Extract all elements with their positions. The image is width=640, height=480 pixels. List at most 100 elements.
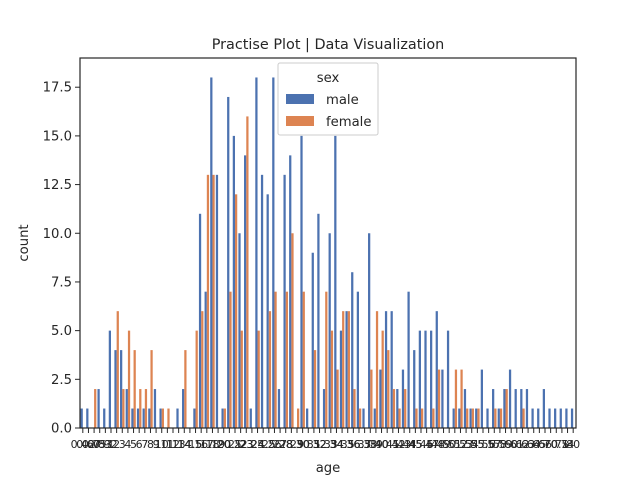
legend-label-female: female [326,115,371,130]
x-tick-label: 56 [482,438,496,451]
bar-male-16 [198,213,202,428]
bar-male-27 [277,389,281,428]
bar-female-54 [471,408,474,428]
bar-male-24.5 [260,174,264,428]
y-tick-label: 0.0 [51,422,72,437]
x-tick-label: 46 [420,438,434,451]
x-tick-label: 26 [267,438,281,451]
bar-female-30 [302,291,305,428]
bar-female-34.5 [342,311,345,428]
x-tick-label: 50 [442,438,456,451]
x-tick-label: 36.5 [347,438,372,451]
x-tick-label: 35 [341,438,355,451]
x-tick-label: 23.5 [240,438,265,451]
x-tick-label: 32.5 [313,438,338,451]
bar-male-37 [362,408,365,428]
bar-male-42 [396,389,399,428]
bar-male-65 [537,408,540,428]
bar-female-40.5 [387,350,390,428]
x-tick-label: 38 [363,438,377,451]
bar-male-50 [446,330,450,428]
x-tick-label: 19 [211,438,225,451]
bar-female-16 [201,311,204,428]
x-tick-label: 28.5 [279,438,304,451]
x-tick-label: 20 [217,438,231,451]
bar-female-35 [347,311,350,428]
y-tick-label: 12.5 [43,178,72,193]
bar-male-44 [407,291,410,428]
bar-male-70 [548,408,551,428]
bar-male-25 [266,194,269,428]
x-tick-label: 0.92 [93,438,118,451]
x-tick-label: 61 [510,438,524,451]
bar-female-3 [122,389,125,428]
bar-female-45 [415,408,418,428]
x-tick-label: 3 [119,438,126,451]
x-tick-label: 70 [544,438,558,451]
bar-male-28.5 [289,155,292,428]
x-tick-label: 39 [369,438,383,451]
x-tick-label: 55.5 [471,438,496,451]
bar-female-6 [139,389,142,428]
x-tick-label: 4 [124,438,131,451]
bar-male-49 [441,369,444,428]
bar-female-0.75 [94,389,97,428]
bar-male-1 [108,330,111,428]
bar-male-19 [215,174,219,428]
bar-female-45.5 [421,408,424,428]
x-tick-label: 27 [273,438,287,451]
legend-swatch-female [286,116,314,126]
bar-male-32 [317,213,320,428]
x-tick-label: 30 [296,438,310,451]
bar-male-36.5 [356,291,359,428]
bar-male-56 [486,408,489,428]
x-tick-label: 42 [391,438,405,451]
bar-female-51 [454,369,458,428]
x-tick-label: 2 [113,438,120,451]
x-tick-label: 15 [189,438,203,451]
bar-male-20.5 [227,96,230,428]
bar-female-17 [206,174,210,428]
bar-male-0.67 [86,408,89,428]
x-tick-label: 24.5 [251,438,276,451]
bar-male-58 [497,408,500,428]
x-tick-label: 52 [453,438,467,451]
x-tick-label: 55 [470,438,484,451]
x-tick-label: 1 [108,438,115,451]
x-tick-label: 36 [346,438,360,451]
legend-swatch-male [286,94,314,104]
bar-male-64 [531,408,534,428]
bar-female-25 [268,311,272,428]
x-tick-label: 60 [504,438,518,451]
bar-male-32.5 [322,389,326,428]
bar-female-21 [235,194,238,428]
x-tick-label: 51 [448,438,462,451]
bar-male-35 [345,311,348,428]
bar-male-26 [272,77,275,428]
bar-female-47 [432,408,435,428]
bar-male-51 [452,408,455,428]
x-tick-label: 9 [153,438,160,451]
bar-male-14 [182,389,185,428]
bar-male-43 [401,369,405,428]
x-axis: 0.420.670.750.830.9212345678910111213141… [71,428,580,451]
x-tick-label: 14.5 [178,438,203,451]
bar-male-55 [475,408,478,428]
x-tick-label: 58 [493,438,507,451]
bar-female-39 [375,311,379,428]
x-tick-label: 29 [290,438,304,451]
bar-female-48 [437,369,441,428]
bar-male-30.5 [306,408,309,428]
bar-male-0.92 [103,408,106,428]
bar-female-20 [223,408,226,428]
y-axis-label: count [17,224,32,261]
bar-male-60 [508,369,512,428]
x-tick-label: 22 [234,438,248,451]
bar-female-32.5 [325,291,328,428]
bar-female-24 [257,330,260,428]
bar-male-33 [328,233,331,428]
bar-male-71 [559,408,562,428]
x-tick-label: 45 [408,438,422,451]
bar-male-28 [283,174,286,428]
bar-female-43 [404,389,407,428]
